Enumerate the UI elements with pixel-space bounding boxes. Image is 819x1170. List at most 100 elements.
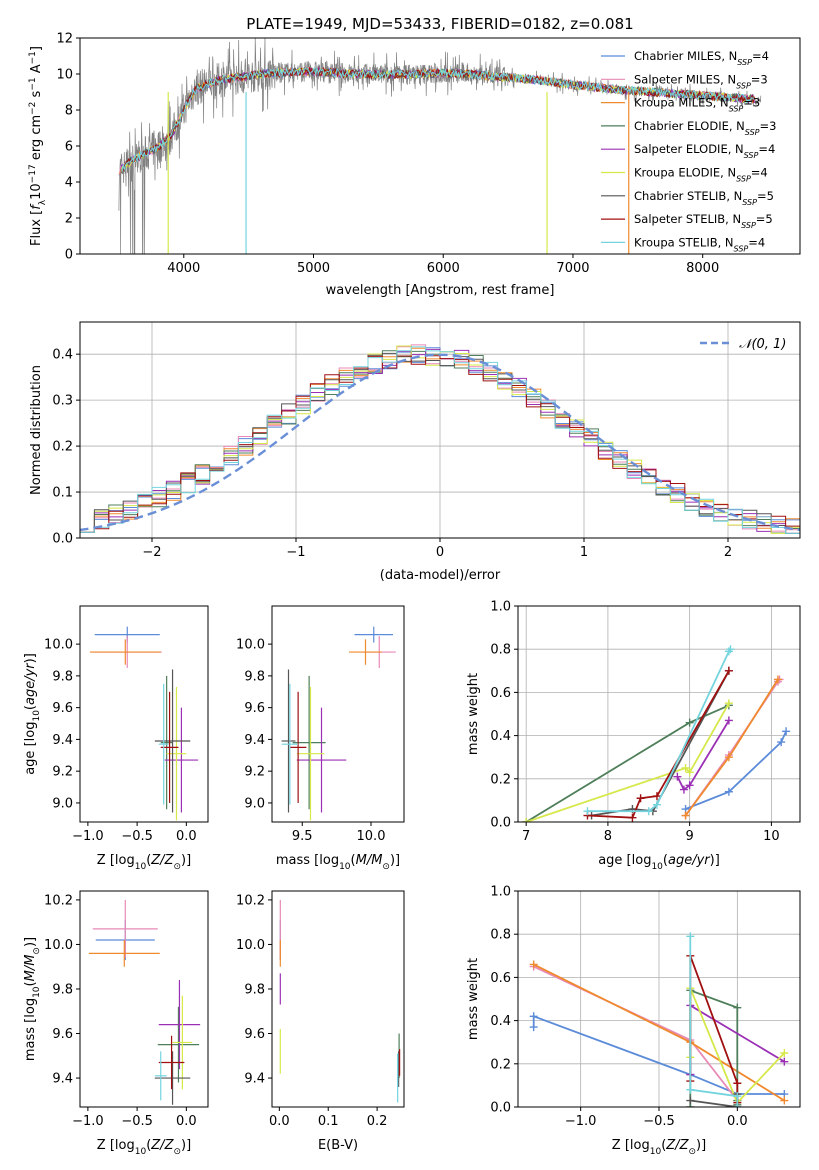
axes-age-vs-mass: 9.5 10.0 9.0 9.2 9.4 9.6 9.8 10.0 <box>236 605 405 844</box>
weight-marker <box>724 699 733 708</box>
legend-sep: , N <box>721 49 737 63</box>
y-tick-label: 0.4 <box>52 348 73 363</box>
label-part: )] <box>390 853 400 868</box>
weight-marker <box>686 1085 695 1094</box>
label-part: ( <box>663 853 668 868</box>
x-tick-label: 1 <box>580 545 588 560</box>
weight-marker <box>724 666 733 675</box>
label-part: A <box>29 64 44 77</box>
label-part: f <box>29 203 44 210</box>
legend-entry: Salpeter MILES, NSSP=3 <box>634 72 768 90</box>
label-part: −2 <box>28 102 38 115</box>
label-part: s <box>29 90 44 101</box>
label-part: ( <box>146 853 151 868</box>
y-tick-label: 10.2 <box>236 893 265 908</box>
label-part: ( <box>23 981 38 986</box>
weight-marker <box>780 1096 789 1105</box>
panel-massweight-vs-age: 7 8 9 10 0.0 0.2 0.4 0.6 0.8 1.0 <box>490 600 801 844</box>
legend-sep: , N <box>725 212 741 226</box>
grid-massweight-vs-Z <box>518 890 800 1108</box>
y-tick-label: 9.8 <box>244 982 265 997</box>
label-part: )] <box>23 937 38 947</box>
x-tick-label: −0.5 <box>643 1114 675 1129</box>
label-part: Z [ <box>612 1138 630 1153</box>
y-tick-label: 9.4 <box>244 733 265 748</box>
legend-entry: Salpeter STELIB, NSSP=5 <box>634 212 773 230</box>
legend-sep: , N <box>713 96 729 110</box>
legend-sep: , N <box>726 189 742 203</box>
y-tick-label: 9.8 <box>52 669 73 684</box>
weight-marker <box>726 645 735 654</box>
x-tick-label: 8000 <box>686 261 719 276</box>
legend-nssp: =4 <box>748 235 765 249</box>
legend-sub: SSP <box>736 174 751 183</box>
plot-area-massweight-vs-age <box>522 645 791 822</box>
legend-nssp: =3 <box>751 72 768 86</box>
y-tick-label: 9.6 <box>52 701 73 716</box>
y-tick-label: 0.1 <box>52 486 73 501</box>
y-tick-label: 9.6 <box>244 701 265 716</box>
x-axis-label: age [log10(age/yr)] <box>598 853 720 872</box>
y-tick-label: 0.2 <box>490 1057 511 1072</box>
x-tick-label: −0.5 <box>121 1114 153 1129</box>
legend-sub: SSP <box>744 151 759 160</box>
panel-age-vs-Z: −1.0 −0.5 0.0 9.0 9.2 9.4 9.6 9.8 10.0 <box>44 605 209 844</box>
legend-sub: SSP <box>729 104 744 113</box>
weight-marker <box>681 811 690 820</box>
weight-marker <box>733 1079 742 1088</box>
weight-marker <box>773 675 782 684</box>
legend-entry: Kroupa ELODIE, NSSP=4 <box>634 166 768 184</box>
weight-marker <box>529 1023 538 1032</box>
weight-marker <box>686 932 695 941</box>
legend-sub: SSP <box>745 127 760 136</box>
weight-marker <box>679 785 688 794</box>
weight-marker <box>652 800 661 809</box>
y-tick-label: 9.6 <box>244 1027 265 1042</box>
y-tick-label: 1.0 <box>490 885 511 900</box>
label-part: ( <box>23 705 38 710</box>
label-part: 10 <box>339 862 351 872</box>
panel-mass-vs-Z: −1.0 −0.5 0.0 9.4 9.6 9.8 10.0 10.2 <box>44 890 209 1129</box>
label-part: log <box>630 1138 650 1153</box>
x-tick-label: 0.1 <box>318 1114 339 1129</box>
legend-sub: SSP <box>742 197 757 206</box>
weight-marker <box>529 1012 538 1021</box>
weight-marker <box>583 807 592 816</box>
y-tick-label: 0.0 <box>490 816 511 831</box>
y-tick-label: 4 <box>65 176 73 191</box>
label-part: 10 <box>650 1147 662 1157</box>
panel-age-vs-mass: 9.5 10.0 9.0 9.2 9.4 9.6 9.8 10.0 <box>236 605 405 844</box>
label-part: age/yr <box>23 662 38 705</box>
axes-massweight-vs-Z: −1.0 −0.5 0.0 0.0 0.2 0.4 0.6 0.8 1.0 <box>490 885 801 1129</box>
weight-marker <box>733 1092 742 1101</box>
weight-marker <box>685 768 694 777</box>
x-tick-label: 2 <box>724 545 732 560</box>
y-tick-label: 0.8 <box>490 928 511 943</box>
label-part: M/M <box>356 853 383 868</box>
legend-entry: Chabrier MILES, NSSP=4 <box>634 49 769 67</box>
label-part: ⊙ <box>173 1147 181 1157</box>
y-tick-label: 0 <box>65 248 73 263</box>
axes-frame <box>271 890 405 1108</box>
y-tick-label: 10.0 <box>44 938 73 953</box>
x-tick-label: 0.0 <box>269 1114 290 1129</box>
x-tick-label: −0.5 <box>121 829 153 844</box>
plot-area-age-vs-Z <box>89 626 199 821</box>
y-tick-label: 10.0 <box>236 938 265 953</box>
y-tick-label: 2 <box>65 212 73 227</box>
x-tick-label: 0.2 <box>367 1114 388 1129</box>
weight-marker <box>652 792 661 801</box>
axes-frame <box>79 890 209 1108</box>
legend-entry: Kroupa STELIB, NSSP=4 <box>634 235 765 253</box>
y-tick-label: 0.2 <box>52 440 73 455</box>
x-tick-label: 0.0 <box>176 829 197 844</box>
x-tick-label: 9.5 <box>292 829 313 844</box>
weight-marker <box>777 738 786 747</box>
label-part: −1 <box>28 77 38 90</box>
legend-sep: , N <box>729 119 745 133</box>
y-tick-label: 9.8 <box>52 982 73 997</box>
label-part: M/M <box>23 955 38 982</box>
x-tick-label: 8 <box>604 829 612 844</box>
label-part: Flux [ <box>29 210 44 246</box>
